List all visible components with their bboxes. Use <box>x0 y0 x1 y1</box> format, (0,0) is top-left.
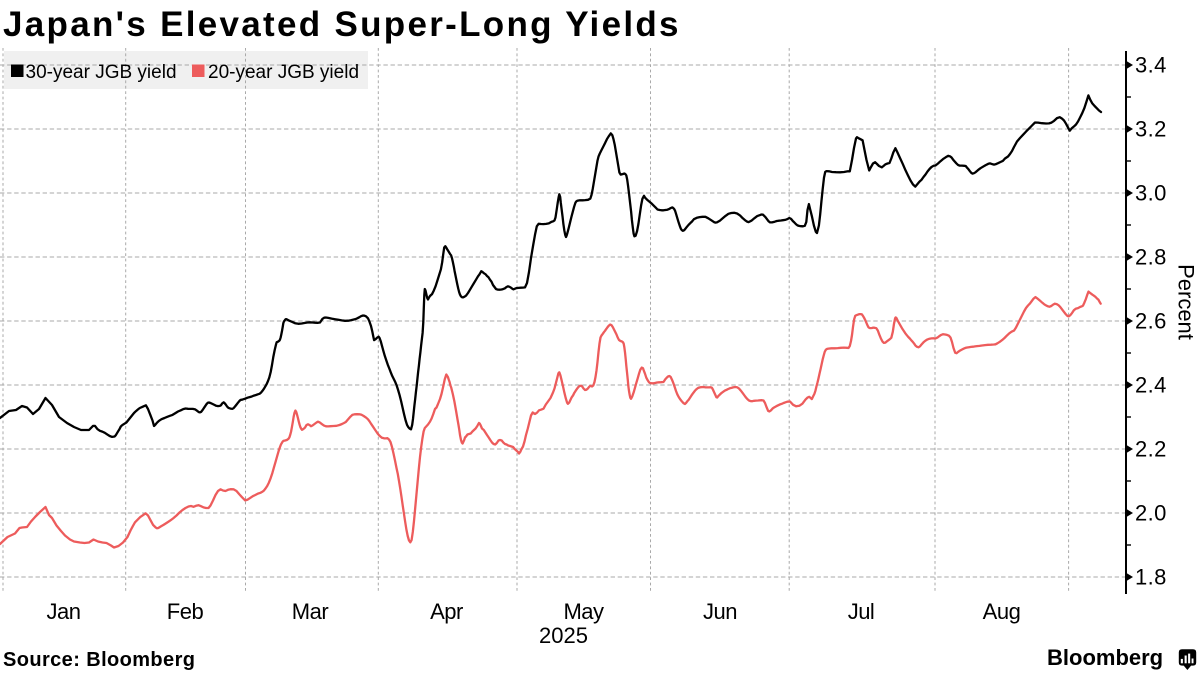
svg-text:30-year JGB yield: 30-year JGB yield <box>26 62 177 83</box>
svg-text:Apr: Apr <box>430 599 463 624</box>
svg-text:3.2: 3.2 <box>1135 117 1167 142</box>
svg-text:2.6: 2.6 <box>1135 309 1167 334</box>
svg-text:Feb: Feb <box>167 599 204 624</box>
svg-text:Mar: Mar <box>292 599 329 624</box>
svg-text:May: May <box>563 599 604 624</box>
svg-text:Jun: Jun <box>703 599 737 624</box>
svg-text:2.2: 2.2 <box>1135 437 1167 462</box>
svg-text:Japan's Elevated Super-Long Yi: Japan's Elevated Super-Long Yields <box>3 5 681 44</box>
svg-text:2.0: 2.0 <box>1135 501 1167 526</box>
svg-text:3.0: 3.0 <box>1135 181 1167 206</box>
svg-text:20-year JGB yield: 20-year JGB yield <box>208 62 359 83</box>
svg-text:Bloomberg: Bloomberg <box>1047 645 1163 670</box>
svg-text:Jul: Jul <box>848 599 875 624</box>
svg-text:2.8: 2.8 <box>1135 245 1167 270</box>
svg-text:3.4: 3.4 <box>1135 53 1167 78</box>
svg-text:Aug: Aug <box>983 599 1021 624</box>
svg-text:Percent: Percent <box>1174 264 1199 340</box>
svg-text:2025: 2025 <box>539 623 588 648</box>
svg-text:Jan: Jan <box>47 599 81 624</box>
svg-text:Source: Bloomberg: Source: Bloomberg <box>3 649 195 671</box>
svg-text:1.8: 1.8 <box>1135 565 1167 590</box>
svg-text:2.4: 2.4 <box>1135 373 1167 398</box>
